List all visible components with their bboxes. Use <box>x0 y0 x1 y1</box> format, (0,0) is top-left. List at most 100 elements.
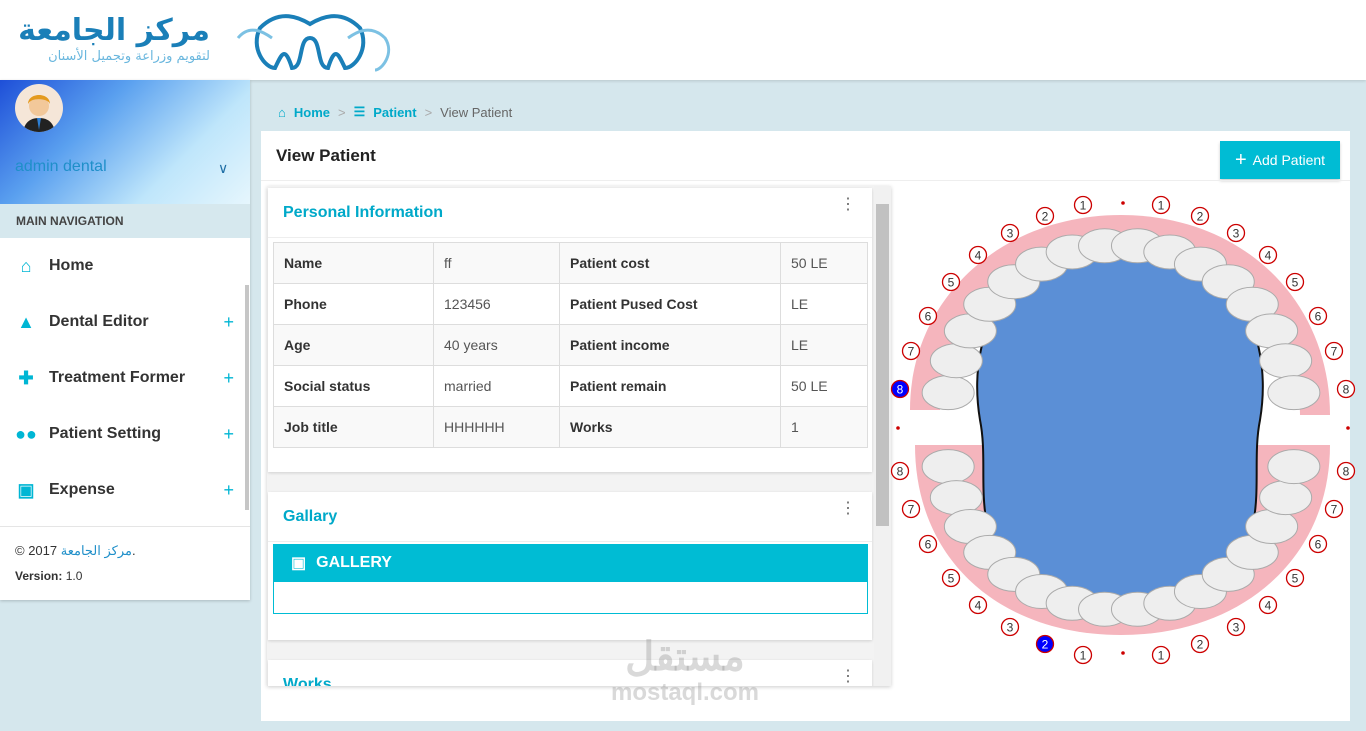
scrollbar[interactable] <box>874 186 891 686</box>
upper-tooth-number-marker <box>1324 341 1344 361</box>
plus-icon[interactable]: + <box>223 311 234 332</box>
midline-dot <box>896 426 900 430</box>
lower-tooth-number[interactable]: 8 <box>1343 465 1350 479</box>
image-icon: ▣ <box>291 555 307 572</box>
more-vert-icon[interactable]: ⋮ <box>840 196 856 213</box>
watermark: مستقل mostaql.com <box>600 635 770 707</box>
gallery-card: Gallary ⋮ ▣ GALLERY <box>268 492 872 640</box>
upper-tooth-number[interactable]: 5 <box>1292 276 1299 290</box>
table-row: Name ff Patient cost 50 LE <box>273 242 868 284</box>
upper-tooth-number-marker <box>1285 272 1305 292</box>
more-vert-icon[interactable]: ⋮ <box>840 500 856 517</box>
lower-tooth-number-marker <box>1035 634 1055 654</box>
field-label: Phone <box>273 283 434 325</box>
more-vert-icon[interactable]: ⋮ <box>840 668 856 685</box>
lower-tooth-number-marker <box>1190 634 1210 654</box>
lower-tooth-number-marker <box>1285 568 1305 588</box>
field-value: married <box>433 365 560 407</box>
lower-tooth-number[interactable]: 4 <box>1265 599 1272 613</box>
page-title: View Patient <box>276 146 376 165</box>
lower-tooth-number[interactable]: 8 <box>897 465 904 479</box>
upper-tooth-number[interactable]: 2 <box>1197 210 1204 224</box>
lower-tooth-number[interactable]: 1 <box>1158 649 1165 663</box>
upper-tooth <box>1267 375 1321 411</box>
chevron-down-icon[interactable]: ∨ <box>218 160 229 176</box>
lower-tooth <box>1267 449 1321 485</box>
lower-tooth-number[interactable]: 5 <box>1292 572 1299 586</box>
upper-tooth-number[interactable]: 3 <box>1233 227 1240 241</box>
sidebar-item-label: Treatment Former <box>49 369 186 386</box>
home-icon: ⌂ <box>20 255 32 276</box>
upper-tooth-number[interactable]: 1 <box>1158 199 1165 213</box>
lower-tooth-number-marker <box>1151 645 1171 665</box>
lower-tooth-number[interactable]: 2 <box>1197 638 1204 652</box>
add-patient-button[interactable]: + Add Patient <box>1220 141 1340 179</box>
sidebar-item-dental-editor[interactable]: ▲ Dental Editor + <box>0 294 250 350</box>
gallery-body <box>273 582 868 614</box>
upper-tooth-number-marker <box>1258 245 1278 265</box>
sidebar-item-patient-setting[interactable]: ●● Patient Setting + <box>0 406 250 462</box>
field-value: 50 LE <box>780 242 868 284</box>
upper-tooth-number[interactable]: 5 <box>948 276 955 290</box>
upper-tooth-number[interactable]: 8 <box>1343 383 1350 397</box>
plus-icon[interactable]: + <box>223 423 234 444</box>
dental-chart[interactable]: 8 8 7 7 6 6 5 5 4 4 3 3 2 2 1 1 1 1 2 2 3 3 4 4 5 5 6 6 7 7 8 8 <box>890 190 1360 670</box>
sidebar-item-home[interactable]: ⌂ Home <box>0 238 250 294</box>
patient-details-scroll[interactable]: Personal Information ⋮ Name ff Patient cos… <box>267 186 891 686</box>
gallery-header[interactable]: ▣ GALLERY <box>273 544 868 582</box>
midline-dot <box>1121 201 1125 205</box>
sidebar-scrollbar[interactable] <box>245 285 249 510</box>
works-card: Works ⋮ <box>268 660 872 686</box>
plus-icon[interactable]: + <box>223 479 234 500</box>
sidebar-item-expense[interactable]: ▣ Expense + <box>0 462 250 518</box>
watermark-latin: mostaql.com <box>610 679 760 706</box>
upper-tooth-number[interactable]: 2 <box>1042 210 1049 224</box>
upper-tooth-number-marker <box>1308 306 1328 326</box>
version-label: Version: <box>15 569 63 583</box>
scrollbar-thumb[interactable] <box>876 204 889 526</box>
breadcrumb-patient[interactable]: Patient <box>373 104 417 120</box>
table-row: Age 40 years Patient income LE <box>273 324 868 366</box>
bell-icon: ▲ <box>17 311 35 332</box>
upper-tooth-number[interactable]: 4 <box>975 249 982 263</box>
sidebar-item-treatment-former[interactable]: ✚ Treatment Former + <box>0 350 250 406</box>
table-row: Phone 123456 Patient Pused Cost LE <box>273 283 868 325</box>
upper-tooth-number[interactable]: 6 <box>925 310 932 324</box>
sidebar-item-label: Expense <box>49 481 115 498</box>
lower-tooth-number[interactable]: 1 <box>1080 649 1087 663</box>
version-value: 1.0 <box>65 569 83 583</box>
upper-tooth-number-marker <box>1336 379 1356 399</box>
upper-tooth-number[interactable]: 7 <box>908 345 915 359</box>
upper-tooth-number-marker <box>941 272 961 292</box>
lower-tooth-number[interactable]: 6 <box>925 538 932 552</box>
upper-tooth-number-marker <box>968 245 988 265</box>
upper-tooth-number[interactable]: 1 <box>1080 199 1087 213</box>
upper-tooth-number[interactable]: 6 <box>1315 310 1322 324</box>
brand-link[interactable]: مركز الجامعة <box>60 543 132 558</box>
upper-tooth-number[interactable]: 7 <box>1331 345 1338 359</box>
lower-tooth-number[interactable]: 7 <box>1331 503 1338 517</box>
upper-tooth-number[interactable]: 3 <box>1007 227 1014 241</box>
lower-tooth-number[interactable]: 7 <box>908 503 915 517</box>
lower-tooth-number[interactable]: 2 <box>1042 638 1049 652</box>
lower-tooth-number[interactable]: 3 <box>1233 621 1240 635</box>
logo[interactable]: مركز الجامعة لتقويم وزراعة وتجميل الأسنا… <box>10 8 410 72</box>
lower-tooth-number[interactable]: 6 <box>1315 538 1322 552</box>
lower-tooth <box>1259 480 1313 516</box>
midline-dot <box>1346 426 1350 430</box>
breadcrumb: ⌂ Home > ☰ Patient > View Patient <box>278 104 512 120</box>
lower-tooth-number-marker <box>890 461 910 481</box>
lower-tooth-number-marker <box>918 534 938 554</box>
field-value: ff <box>433 242 560 284</box>
sidebar-footer: © 2017 مركز الجامعة. Version: 1.0 <box>0 526 250 599</box>
plus-icon[interactable]: + <box>223 367 234 388</box>
lower-tooth-number[interactable]: 3 <box>1007 621 1014 635</box>
user-name[interactable]: admin dental <box>15 158 107 175</box>
lower-tooth-number[interactable]: 4 <box>975 599 982 613</box>
upper-tooth-number-marker <box>1226 223 1246 243</box>
upper-tooth-number[interactable]: 8 <box>897 383 904 397</box>
sidebar-item-label: Patient Setting <box>49 425 162 442</box>
lower-tooth-number[interactable]: 5 <box>948 572 955 586</box>
upper-tooth-number[interactable]: 4 <box>1265 249 1272 263</box>
breadcrumb-home[interactable]: Home <box>293 104 330 120</box>
